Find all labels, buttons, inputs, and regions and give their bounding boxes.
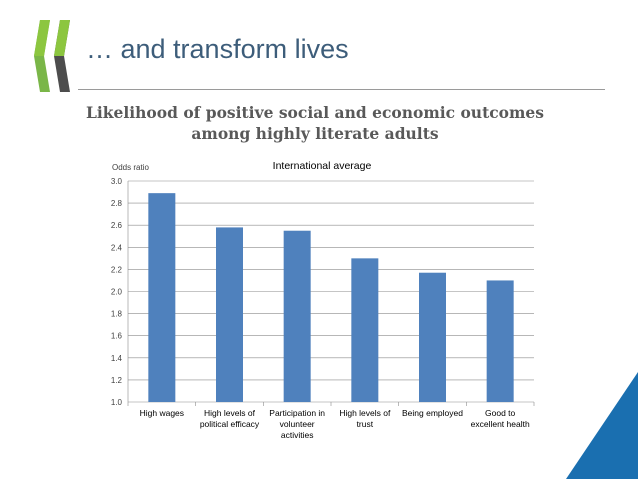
x-tick-label: Being employed <box>402 408 463 418</box>
y-tick-label: 1.0 <box>111 398 123 407</box>
oecd-chevron-logo-icon <box>34 20 70 92</box>
bar <box>283 230 311 402</box>
x-tick-label: High wages <box>140 408 184 418</box>
bar <box>419 272 446 402</box>
y-tick-label: 1.6 <box>111 332 123 341</box>
y-tick-label: 2.2 <box>111 265 123 274</box>
x-tick-label: Good to excellent health <box>471 408 530 429</box>
title-divider <box>78 89 605 90</box>
slide-title: … and transform lives <box>86 34 349 64</box>
y-tick-label: 2.4 <box>111 243 123 252</box>
chart-title-line-2: among highly literate adults <box>191 124 439 143</box>
y-tick-label: 2.6 <box>111 221 123 230</box>
x-tick-label: High levels of trust <box>339 408 391 429</box>
chart-title: Likelihood of positive social and econom… <box>70 102 560 144</box>
bar <box>148 193 176 402</box>
y-tick-label: 2.8 <box>111 199 123 208</box>
bar <box>486 280 514 402</box>
bar <box>351 258 379 402</box>
x-tick-label: Participation in volunteer activities <box>269 408 325 440</box>
chart-subtitle: International average <box>273 160 372 172</box>
x-tick-label: High levels of political efficacy <box>200 408 260 429</box>
y-tick-label: 1.4 <box>111 354 123 363</box>
y-tick-label: 3.0 <box>111 177 123 186</box>
y-axis-label: Odds ratio <box>112 163 149 172</box>
y-tick-label: 1.2 <box>111 376 123 385</box>
y-tick-label: 1.8 <box>111 310 123 319</box>
chart-title-line-1: Likelihood of positive social and econom… <box>85 103 544 122</box>
bar <box>216 227 243 402</box>
y-tick-label: 2.0 <box>111 288 123 297</box>
